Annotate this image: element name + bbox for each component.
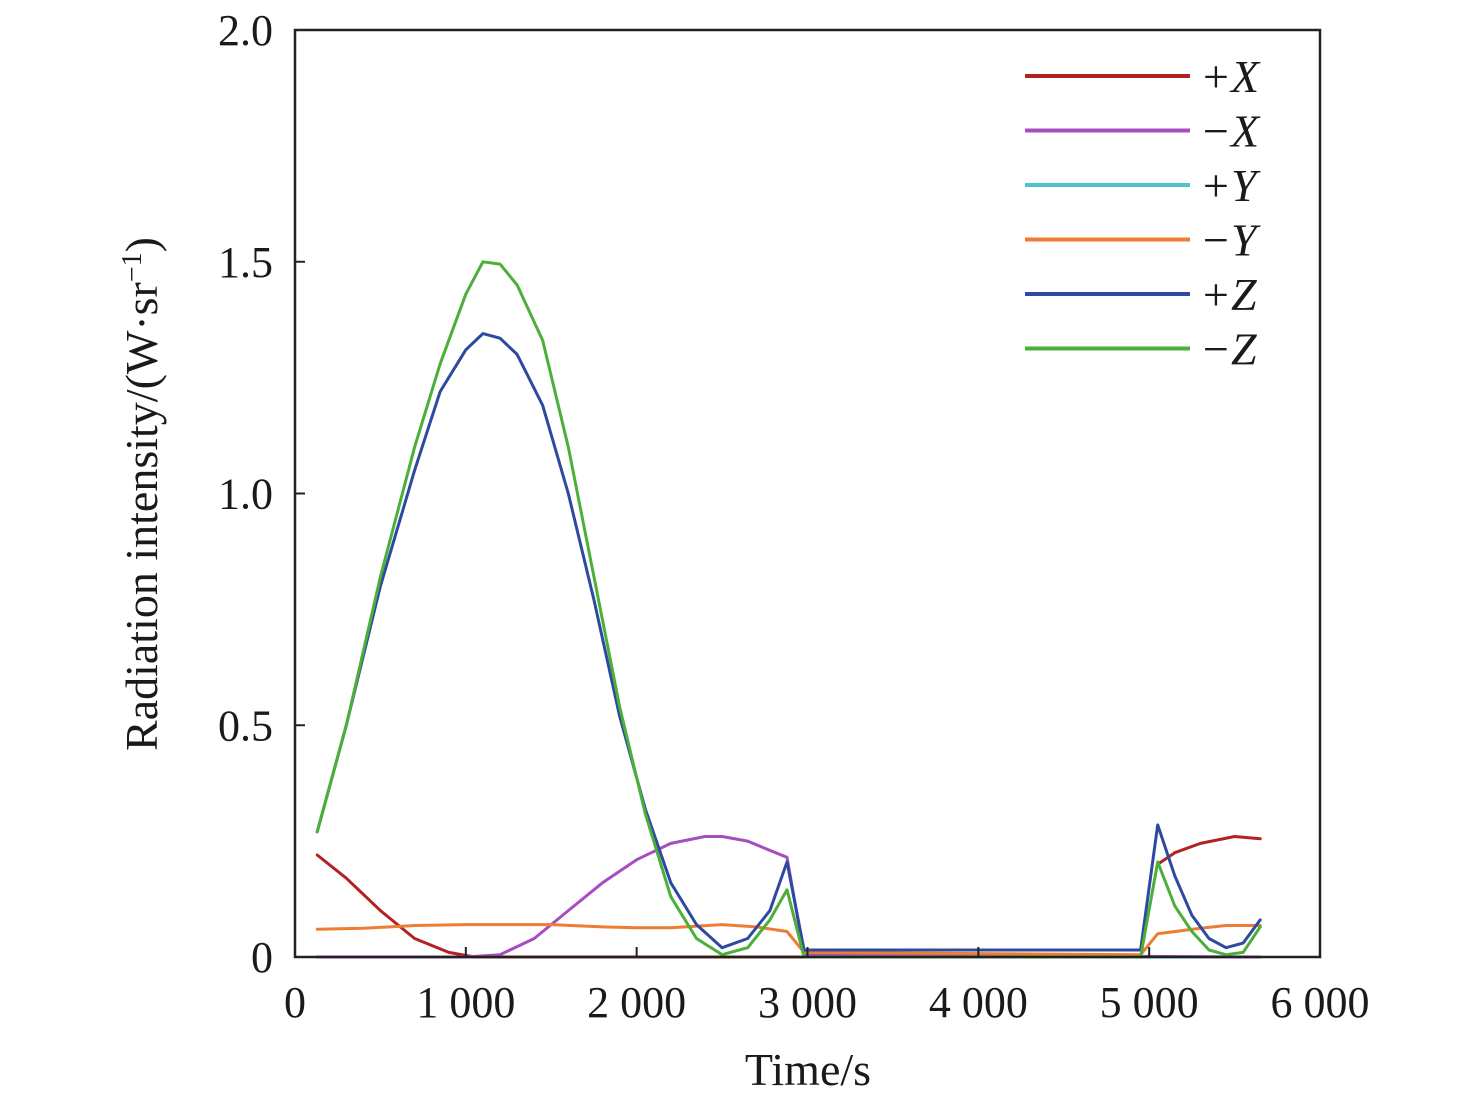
series-layer xyxy=(315,260,1262,959)
x-tick-label: 3 000 xyxy=(758,978,857,1027)
x-tick-label: 1 000 xyxy=(416,978,515,1027)
y-tick-label: 1.5 xyxy=(218,238,273,287)
plot-frame xyxy=(293,28,1322,959)
x-tick-label: 5 000 xyxy=(1100,978,1199,1027)
legend-label: −X xyxy=(1200,106,1261,157)
y-tick-label: 0 xyxy=(251,933,273,982)
series-line-+X xyxy=(315,853,1143,959)
series-line-−Z xyxy=(315,260,1262,959)
series-line-+X xyxy=(1156,835,1262,866)
x-tick-label: 0 xyxy=(284,978,306,1027)
tick-layer: 0 1 000 2 000 3 000 4 000 5 000 6 000 0 0.5 1.0 1.… xyxy=(218,6,1370,1027)
y-tick-label: 1.0 xyxy=(218,470,273,519)
legend-label: +Y xyxy=(1200,160,1261,211)
y-tick-label: 2.0 xyxy=(218,6,273,55)
x-axis-title: Time/s xyxy=(745,1044,871,1095)
y-axis-title-superscript: −1 xyxy=(117,252,148,282)
series-line-+Z xyxy=(315,332,1262,952)
legend-label: −Z xyxy=(1200,324,1257,375)
series-line-−Y xyxy=(315,923,1262,957)
x-tick-label: 4 000 xyxy=(929,978,1028,1027)
legend-label: +X xyxy=(1200,51,1261,102)
y-tick-label: 0.5 xyxy=(218,701,273,750)
y-axis-title-close: ) xyxy=(116,237,167,252)
x-tick-label: 2 000 xyxy=(587,978,686,1027)
legend-label: +Z xyxy=(1200,269,1257,320)
legend-label: −Y xyxy=(1200,215,1261,266)
y-axis-title-main: Radiation intensity/(W·sr xyxy=(116,282,167,751)
y-axis-title: Radiation intensity/(W·sr−1) xyxy=(116,237,167,751)
legend: +X−X+Y−Y+Z−Z xyxy=(1025,51,1261,375)
x-tick-label: 6 000 xyxy=(1271,978,1370,1027)
series-line-−X xyxy=(315,835,1262,959)
